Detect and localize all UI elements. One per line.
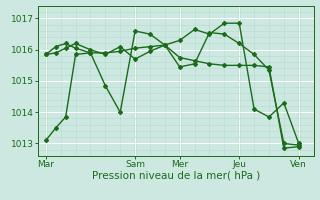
X-axis label: Pression niveau de la mer( hPa ): Pression niveau de la mer( hPa ) bbox=[92, 171, 260, 181]
